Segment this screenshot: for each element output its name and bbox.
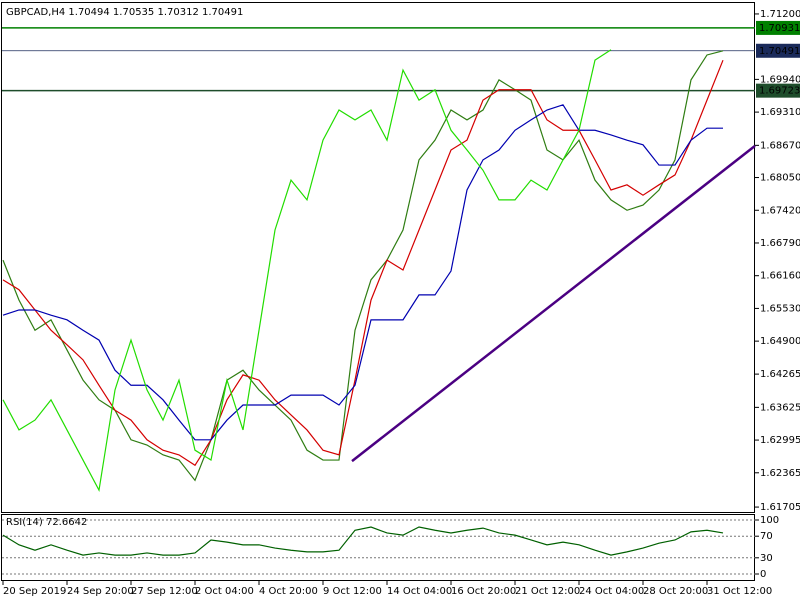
- y-tick-label: 1.62995: [760, 435, 800, 446]
- main-frame: [1, 2, 755, 513]
- level-label: 1.70931: [759, 23, 800, 34]
- series-line: [2, 104, 723, 441]
- y-tick-label: 1.71200: [760, 9, 800, 20]
- y-tick-label: 1.65530: [760, 303, 800, 314]
- y-tick-label: 1.68670: [760, 140, 800, 151]
- series-line: [2, 49, 612, 493]
- y-tick-label: 1.68050: [760, 173, 800, 184]
- y-tick-label: 1.66790: [760, 238, 800, 249]
- x-tick-label: 24 Sep 20:00: [67, 586, 134, 597]
- level-label: 1.70491: [759, 46, 800, 57]
- x-tick-label: 27 Sep 12:00: [131, 586, 198, 597]
- y-tick-label: 1.63625: [760, 402, 800, 413]
- y-tick-label: 30: [760, 553, 773, 564]
- x-tick-label: 24 Oct 04:00: [579, 586, 644, 597]
- y-tick-label: 1.64265: [760, 369, 800, 380]
- x-tick-label: 2 Oct 04:00: [195, 586, 254, 597]
- series-line: [2, 50, 724, 482]
- level-box: [756, 83, 800, 98]
- y-tick-label: 1.69310: [760, 107, 800, 118]
- y-tick-label: 1.67420: [760, 205, 800, 216]
- y-tick-label: 70: [760, 531, 773, 542]
- x-tick-label: 28 Oct 20:00: [643, 586, 708, 597]
- rsi-title: RSI(14) 72.6642: [6, 517, 87, 528]
- x-tick-label: 20 Sep 2019: [3, 586, 66, 597]
- level-box: [756, 43, 800, 58]
- x-tick-label: 31 Oct 12:00: [707, 586, 772, 597]
- x-tick-label: 4 Oct 20:00: [259, 586, 318, 597]
- series-line: [2, 526, 724, 556]
- y-tick-label: 1.62365: [760, 468, 800, 479]
- x-tick-label: 16 Oct 20:00: [451, 586, 516, 597]
- x-tick-label: 9 Oct 12:00: [323, 586, 382, 597]
- x-tick-label: 21 Oct 12:00: [515, 586, 580, 597]
- x-tick-label: 14 Oct 04:00: [387, 586, 452, 597]
- level-box: [756, 20, 800, 35]
- level-label: 1.69723: [759, 86, 800, 97]
- chart-title: GBPCAD,H4 1.70494 1.70535 1.70312 1.7049…: [6, 7, 243, 18]
- y-tick-label: 0: [760, 569, 766, 580]
- y-tick-label: 100: [760, 515, 779, 526]
- trend-line: [351, 144, 756, 463]
- y-tick-label: 1.61705: [760, 502, 800, 513]
- y-tick-label: 1.69940: [760, 74, 800, 85]
- series-line: [2, 59, 724, 467]
- y-tick-label: 1.64900: [760, 336, 800, 347]
- y-tick-label: 1.66160: [760, 271, 800, 282]
- rsi-frame: [1, 514, 755, 581]
